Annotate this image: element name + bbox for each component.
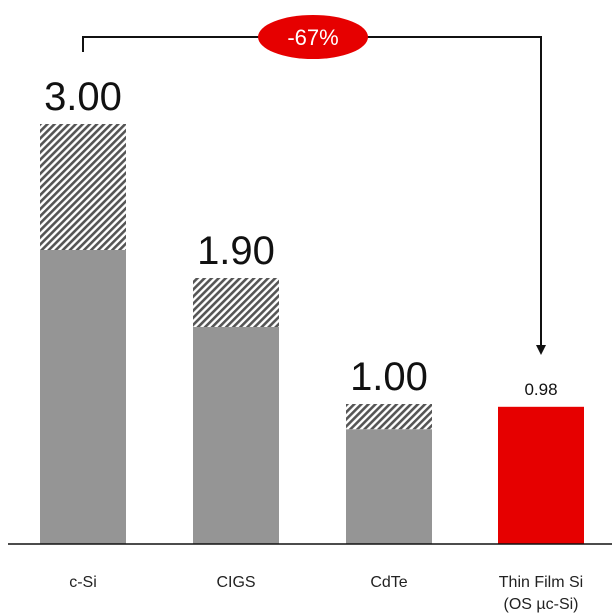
value-label: 3.00 — [44, 75, 122, 119]
bar-c-si-base — [40, 250, 126, 544]
reduction-badge — [258, 15, 368, 59]
value-label: 1.00 — [350, 355, 428, 399]
category-label: c-Si — [69, 574, 97, 591]
bar-c-si-hatched — [40, 124, 126, 250]
category-sublabel: (OS µc-Si) — [504, 596, 579, 613]
labels-group: 3.00 c-Si 1.90 CIGS 1.00 CdTe 0.98 Thin Film Si… — [44, 75, 583, 613]
value-label: 1.90 — [197, 229, 275, 273]
bar-cdte-base — [346, 429, 432, 544]
bar-cdte-hatched — [346, 404, 432, 430]
annotation-group: -67% — [82, 15, 546, 355]
bar-thin-film-si-base — [498, 406, 584, 544]
reduction-arrow — [82, 36, 546, 355]
value-label: 0.98 — [524, 380, 557, 399]
bars-group — [40, 124, 584, 544]
category-label: CIGS — [216, 574, 255, 591]
category-label: CdTe — [370, 574, 407, 591]
bar-cigs-base — [193, 327, 279, 544]
bar-cigs-hatched — [193, 278, 279, 327]
category-label: Thin Film Si — [499, 574, 583, 591]
reduction-badge-label: -67% — [287, 25, 338, 50]
